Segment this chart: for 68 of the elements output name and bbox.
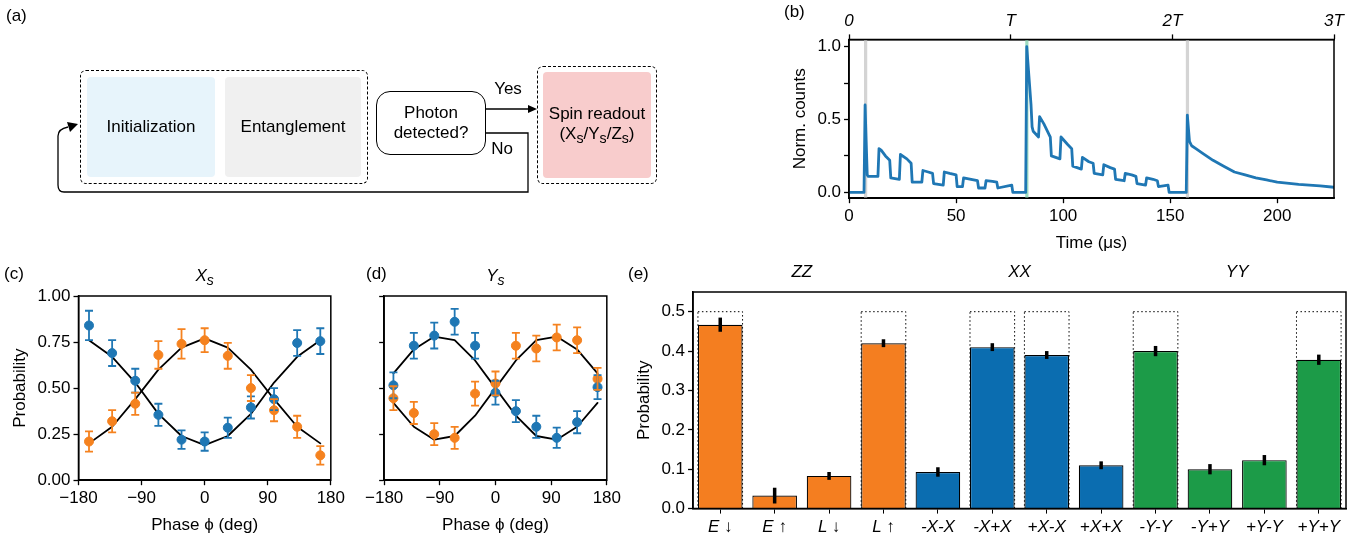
x-tick-label: 150: [1156, 206, 1185, 226]
x-tick-label: +X+X: [1079, 516, 1124, 536]
point: [176, 338, 187, 349]
y-tick-label: 0.0: [661, 498, 686, 518]
x-tick-label: −180: [59, 488, 98, 508]
x-tick-label: 100: [1048, 206, 1078, 226]
y-axis-title: Probability: [9, 347, 29, 428]
x-tick-label: 90: [258, 488, 278, 508]
x-tick-label: +Y-Y: [1245, 516, 1285, 536]
x-tick-label: 180: [316, 488, 346, 508]
x-tick-label: 0: [844, 206, 854, 226]
y-tick-label: 0.4: [661, 340, 686, 360]
x-tick-label: -X+X: [973, 516, 1013, 536]
text: Photon detected?: [392, 103, 470, 143]
text: (b): [784, 2, 805, 22]
text: YY: [1225, 262, 1249, 282]
text: ZZ: [791, 262, 813, 282]
text: (a): [6, 6, 27, 26]
x-tick-label: L ↑: [872, 516, 895, 536]
y-tick-label: 0.50: [37, 377, 71, 397]
y-axis-title: Probability: [633, 360, 653, 440]
y-axis-title: Norm. counts: [789, 68, 809, 170]
x-tick-label: 200: [1263, 206, 1292, 226]
x-tick-label: L ↓: [817, 516, 841, 536]
x-tick-label: +Y+Y: [1297, 516, 1342, 536]
chart-title: Y$_{s}$: [486, 266, 505, 289]
x-tick-label: 50: [946, 206, 966, 226]
x-tick-label: −90: [425, 488, 455, 508]
x-tick-label: E ↑: [762, 516, 787, 536]
x-axis-title: Phase ϕ (deg): [442, 515, 549, 535]
x2-tick-label: 2T: [1161, 10, 1184, 30]
text: Entanglement: [240, 117, 346, 137]
text: XX: [1008, 262, 1031, 282]
x-axis-title: Phase ϕ (deg): [151, 515, 259, 535]
y-tick-label: 1.00: [37, 285, 71, 305]
text: (d): [366, 264, 387, 284]
x-tick-label: −90: [127, 488, 156, 508]
text: Spin readout (X$_{s}$/Y$_{s}$/Z$_{s}$): [547, 103, 647, 147]
x2-tick-label: 0: [844, 10, 855, 30]
x-tick-label: -X-X: [920, 516, 956, 536]
x-tick-label: -Y+Y: [1190, 516, 1231, 536]
text: Yes: [494, 79, 522, 99]
chart-title: X$_{s}$: [195, 266, 214, 289]
x-tick-label: 180: [592, 488, 622, 508]
x-tick-label: −180: [365, 488, 404, 508]
y-tick-label: 0.2: [661, 419, 686, 439]
x-tick-label: -Y-Y: [1139, 516, 1174, 536]
x-axis-title: Time (μs): [1055, 233, 1128, 253]
y-tick-label: 1.0: [817, 36, 842, 56]
text: Initialization: [106, 117, 196, 137]
x-tick-label: 0: [199, 488, 210, 508]
x-tick-label: 90: [541, 488, 561, 508]
y-tick-label: 0.5: [661, 301, 686, 321]
text: (e): [628, 264, 649, 284]
x-tick-label: 0: [490, 488, 501, 508]
y-tick-label: 0.75: [37, 331, 71, 351]
y-tick-label: 0.0: [817, 182, 842, 202]
text: No: [491, 139, 513, 159]
y-tick-label: 0.00: [37, 469, 71, 489]
x-tick-label: +X-X: [1027, 516, 1067, 536]
x-tick-label: E ↓: [707, 516, 733, 536]
y-tick-label: 0.25: [37, 423, 71, 443]
x2-tick-label: T: [1005, 10, 1018, 30]
x2-tick-label: 3T: [1324, 10, 1346, 30]
text: (c): [4, 264, 24, 284]
y-tick-label: 0.5: [817, 109, 842, 129]
y-tick-label: 0.3: [661, 380, 686, 400]
y-tick-label: 0.1: [661, 458, 686, 478]
